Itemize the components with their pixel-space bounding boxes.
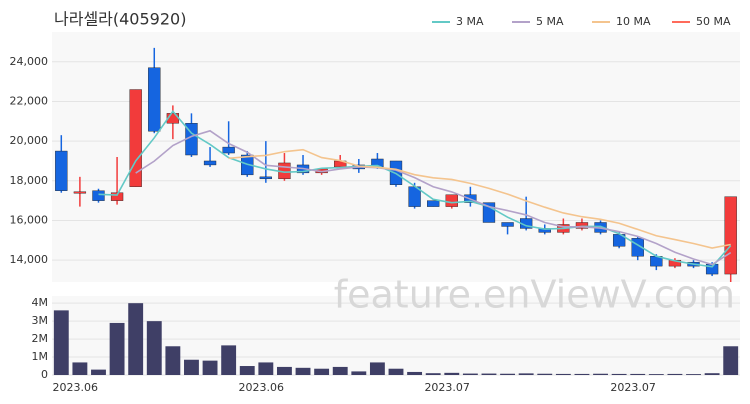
volume-bar	[630, 373, 646, 375]
volume-bar	[351, 371, 367, 375]
volume-bar	[258, 362, 274, 375]
candle-body	[92, 190, 105, 201]
price-panel	[52, 32, 740, 282]
volume-bar	[314, 368, 330, 375]
y-tick-label: 18,000	[10, 174, 49, 187]
volume-bar	[128, 303, 144, 375]
y-tick-label: 16,000	[10, 213, 49, 226]
volume-bar	[723, 346, 739, 375]
y-tick-label: 22,000	[10, 94, 49, 107]
x-tick-label: 2023.06	[238, 381, 284, 394]
candle-body	[148, 67, 161, 132]
x-tick-label: 2023.07	[424, 381, 470, 394]
volume-bar	[239, 366, 255, 375]
y-tick-label: 0	[41, 368, 48, 381]
x-tick-label: 2023.07	[610, 381, 656, 394]
volume-bar	[388, 368, 404, 375]
candle-body	[222, 146, 235, 154]
volume-bar	[53, 310, 69, 375]
volume-bar	[648, 374, 664, 375]
volume-bar	[407, 371, 423, 375]
volume-bar	[72, 362, 88, 375]
volume-bar	[221, 345, 237, 375]
volume-bar	[518, 373, 534, 375]
candle-body	[203, 160, 217, 166]
volume-bar	[146, 321, 162, 375]
y-tick-label: 1M	[32, 350, 49, 363]
y-tick-label: 2M	[32, 332, 49, 345]
volume-bar	[295, 367, 311, 375]
volume-bar	[667, 373, 683, 375]
volume-bar	[202, 360, 218, 375]
chart-title: 나라셀라(405920)	[54, 10, 186, 29]
volume-bar	[91, 369, 106, 375]
volume-bar	[165, 346, 181, 375]
candle-body	[110, 192, 124, 201]
volume-bar	[444, 372, 460, 375]
legend-label: 50 MA	[696, 15, 731, 28]
volume-bar	[574, 373, 590, 375]
volume-bar	[686, 374, 701, 375]
candle-body	[259, 176, 272, 180]
volume-bar	[704, 373, 720, 375]
candle-body	[129, 89, 142, 187]
candle-body	[631, 238, 644, 257]
legend-label: 10 MA	[616, 15, 651, 28]
volume-bar	[332, 366, 348, 375]
volume-bar	[109, 322, 125, 375]
ma-line	[228, 148, 731, 249]
volume-bar	[462, 373, 478, 375]
legend-label: 5 MA	[536, 15, 564, 28]
volume-bar	[500, 373, 516, 375]
watermark: feature.enViewV.com	[334, 273, 735, 317]
y-tick-label: 24,000	[10, 55, 49, 68]
candle-body	[724, 196, 737, 275]
candle-body	[73, 191, 87, 194]
volume-bar	[555, 373, 571, 375]
y-tick-label: 4M	[32, 296, 49, 309]
candle-body	[575, 222, 589, 229]
candle-body	[482, 202, 496, 223]
y-tick-label: 20,000	[10, 134, 49, 147]
volume-bar	[537, 373, 553, 375]
candle-body	[445, 194, 458, 207]
candle-body	[501, 222, 514, 227]
y-tick-label: 14,000	[10, 253, 49, 266]
volume-bar	[369, 362, 385, 375]
ma-line	[135, 129, 732, 266]
volume-bar	[184, 359, 199, 375]
y-tick-label: 3M	[32, 314, 49, 327]
candle-body	[427, 200, 440, 207]
legend-label: 3 MA	[456, 15, 484, 28]
x-tick-label: 2023.06	[53, 381, 99, 394]
volume-bar	[593, 373, 608, 375]
ma-line	[98, 110, 732, 268]
volume-bar	[611, 373, 627, 375]
volume-bar	[276, 366, 292, 375]
volume-bar	[481, 373, 497, 375]
volume-bar	[425, 373, 441, 375]
candle-body	[55, 150, 68, 191]
